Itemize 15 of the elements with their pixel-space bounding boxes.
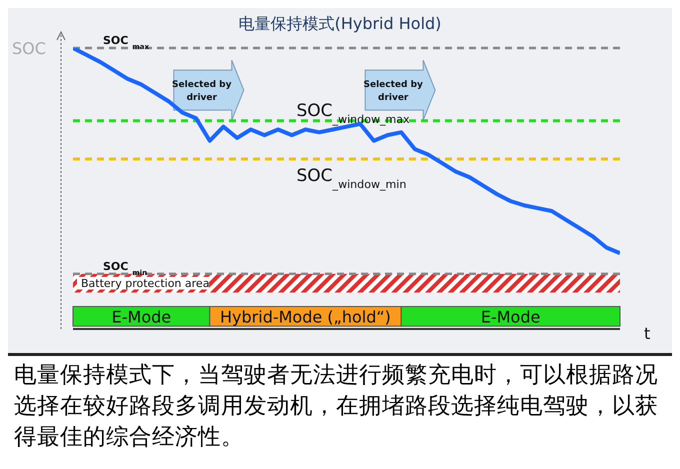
annotation: Hybrid-Mode („hold“) (220, 307, 391, 326)
annotation: E-Mode (112, 307, 172, 326)
ref-line-label: SOC$_{_window_max}$ (296, 100, 410, 126)
ref-line-label: SOC $_{min}$ (103, 260, 148, 276)
ref-line-label: SOC $_{max}$ (103, 34, 150, 50)
ref-line-label: SOC$_{_window_min}$ (296, 166, 406, 190)
band-label: Battery protection area (81, 277, 210, 290)
annotation: Selected by driver (172, 80, 232, 104)
annotation: Selected by driver (363, 80, 424, 104)
annotation: E-Mode (480, 307, 540, 326)
arrow-callout: Selected by driver (172, 60, 244, 121)
y-axis-title: SOC (12, 39, 46, 58)
chart-title: 电量保持模式(Hybrid Hold) (238, 14, 442, 35)
text: 电量保持模式下，当驾驶者无法进行频繁充电时，可以根据路况选择在较好路段多调用发动机，在拥堵路段选择纯电驾驶，以获得最佳的综合经济性。 (14, 361, 659, 452)
x-axis-title: t (644, 324, 650, 343)
